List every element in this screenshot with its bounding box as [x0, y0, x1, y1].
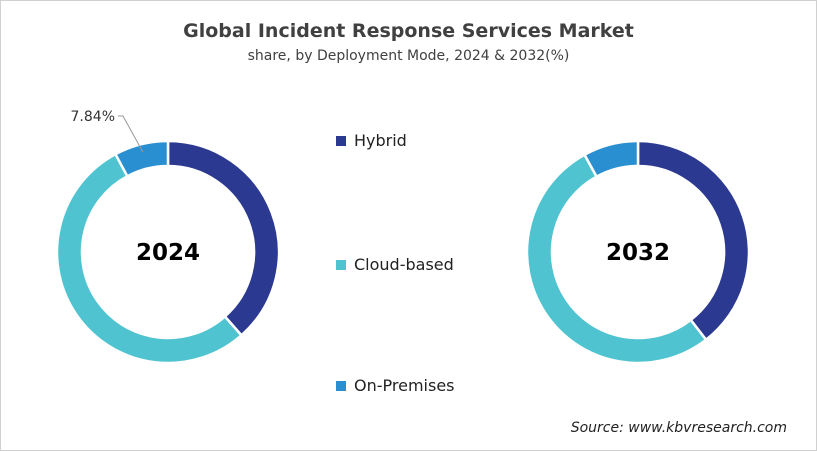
- legend-item-cloud-based: Cloud-based: [336, 255, 454, 274]
- legend-swatch-cloud-based: [336, 259, 346, 270]
- legend-swatch-hybrid: [336, 135, 346, 146]
- slice-2024-hybrid: [166, 139, 281, 338]
- chart-title: Global Incident Response Services Market: [183, 20, 634, 42]
- legend-swatch-on-premises: [336, 380, 346, 391]
- donut-center-label-2024: 2024: [136, 240, 200, 266]
- slice-2024-cloud-based: [55, 152, 244, 365]
- legend-label-on-premises: On-Premises: [354, 376, 455, 395]
- legend-item-hybrid: Hybrid: [336, 131, 407, 150]
- chart-subtitle: share, by Deployment Mode, 2024 & 2032(%…: [247, 48, 570, 64]
- slice-2024-on-premises: [113, 139, 170, 178]
- data-label-2024-on-premises: 7.84%: [71, 109, 115, 125]
- slice-2032-cloud-based: [525, 153, 708, 365]
- donut-center-label-2032: 2032: [606, 240, 670, 266]
- legend-item-on-premises: On-Premises: [336, 376, 455, 395]
- source-note: Source: www.kbvresearch.com: [570, 420, 787, 436]
- legend-label-cloud-based: Cloud-based: [354, 255, 454, 274]
- leader-line-on-premises: [118, 115, 144, 153]
- slice-2032-on-premises: [582, 139, 640, 179]
- legend-label-hybrid: Hybrid: [354, 131, 407, 150]
